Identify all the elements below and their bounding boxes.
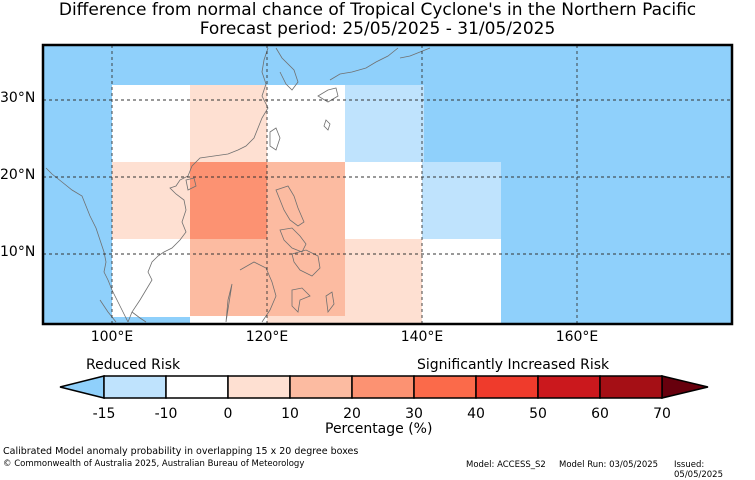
colorbar-tick-label: 70: [653, 406, 671, 422]
colorbar-bin: [351, 375, 415, 399]
coastline-mindanao: [291, 249, 321, 277]
colorbar-bin: [475, 375, 539, 399]
probability-cell: [190, 85, 269, 125]
lon-label-160: 160°E: [555, 329, 599, 345]
coastline-halmahera: [325, 291, 335, 314]
probability-cell: [345, 239, 424, 279]
probability-cell: [345, 316, 424, 325]
colorbar-tick-label: 30: [405, 406, 423, 422]
colorbar-bin: [599, 375, 663, 399]
probability-cell: [422, 200, 501, 240]
probability-cell: [267, 200, 346, 240]
probability-cell: [112, 239, 191, 279]
coastline-hainan: [185, 177, 197, 191]
probability-cell: [112, 123, 191, 163]
colorbar-under-arrow: [59, 375, 105, 399]
probability-cell: [190, 162, 269, 202]
probability-cell: [267, 162, 346, 202]
probability-cell: [190, 277, 269, 317]
lat-label-20: 20°N: [0, 167, 36, 183]
footer-model-run: Model Run: 03/05/2025: [559, 460, 659, 470]
colorbar-tick-label: 0: [223, 406, 233, 422]
colorbar-bin: [103, 375, 167, 399]
coastline-taiwan: [269, 127, 281, 151]
coastline-malay: [99, 299, 147, 323]
probability-cell: [112, 200, 191, 240]
probability-cell: [267, 123, 346, 163]
colorbar-unit-label: Percentage (%): [325, 421, 433, 437]
coastline-asia: [127, 47, 269, 323]
probability-cell: [345, 162, 424, 202]
probability-cell: [112, 85, 191, 125]
probability-cell: [190, 239, 269, 279]
coastline-borneo: [225, 261, 277, 323]
lon-label-120: 120°E: [245, 329, 289, 345]
forecast-period: Forecast period: 25/05/2025 - 31/05/2025: [199, 19, 556, 39]
map-frame: [41, 43, 734, 326]
colorbar-bin: [165, 375, 229, 399]
probability-cell: [345, 277, 424, 317]
probability-cell: [267, 85, 346, 125]
coastline-visayas: [279, 227, 307, 253]
footer-caption: Calibrated Model anomaly probability in …: [3, 446, 359, 457]
probability-cell: [345, 123, 424, 163]
probability-cell: [422, 239, 501, 279]
probability-cell: [190, 123, 269, 163]
probability-cell: [190, 316, 269, 325]
probability-cell: [112, 277, 191, 317]
probability-cell: [267, 239, 346, 279]
colorbar-tick-label: -15: [92, 406, 116, 422]
lon-label-100: 100°E: [90, 329, 134, 345]
colorbar-over-arrow: [661, 375, 709, 399]
lat-label-30: 30°N: [0, 90, 36, 106]
colorbar-tick-label: -10: [154, 406, 178, 422]
coastline-japan: [317, 47, 431, 103]
coastline-okinawa: [323, 119, 331, 131]
coastline-sulawesi: [291, 287, 311, 313]
colorbar: [59, 375, 709, 399]
colorbar-bin: [227, 375, 291, 399]
colorbar-bin: [537, 375, 601, 399]
footer-issued: Issued: 05/05/2025: [674, 460, 723, 480]
gridlines: [43, 45, 732, 324]
colorbar-tick-label: 20: [343, 406, 361, 422]
coastline-luzon: [275, 185, 305, 227]
coastline-korea: [275, 47, 299, 91]
colorbar-tick-label: 50: [529, 406, 547, 422]
colorbar-tick-label: 10: [281, 406, 299, 422]
probability-cell: [345, 85, 424, 125]
lat-label-10: 10°N: [0, 244, 36, 260]
reduced-risk-label: Reduced Risk: [86, 357, 181, 373]
forecast-map: [41, 43, 734, 399]
probability-cell: [422, 277, 501, 317]
probability-cell: [422, 162, 501, 202]
colorbar-tick-label: 60: [591, 406, 609, 422]
probability-cell: [345, 200, 424, 240]
probability-cell: [190, 200, 269, 240]
map-title: Difference from normal chance of Tropica…: [58, 0, 697, 20]
probability-cell: [267, 316, 346, 325]
coastline-indochina: [45, 167, 129, 323]
coastlines: [45, 47, 431, 323]
footer-model: Model: ACCESS_S2: [466, 460, 546, 470]
lon-label-140: 140°E: [400, 329, 444, 345]
increased-risk-label: Significantly Increased Risk: [417, 357, 610, 373]
colorbar-bin: [289, 375, 353, 399]
colorbar-tick-label: 40: [467, 406, 485, 422]
colorbar-bin: [413, 375, 477, 399]
footer-copyright: © Commonwealth of Australia 2025, Austra…: [3, 459, 305, 469]
probability-cell: [422, 316, 501, 325]
probability-cells: [112, 85, 501, 325]
